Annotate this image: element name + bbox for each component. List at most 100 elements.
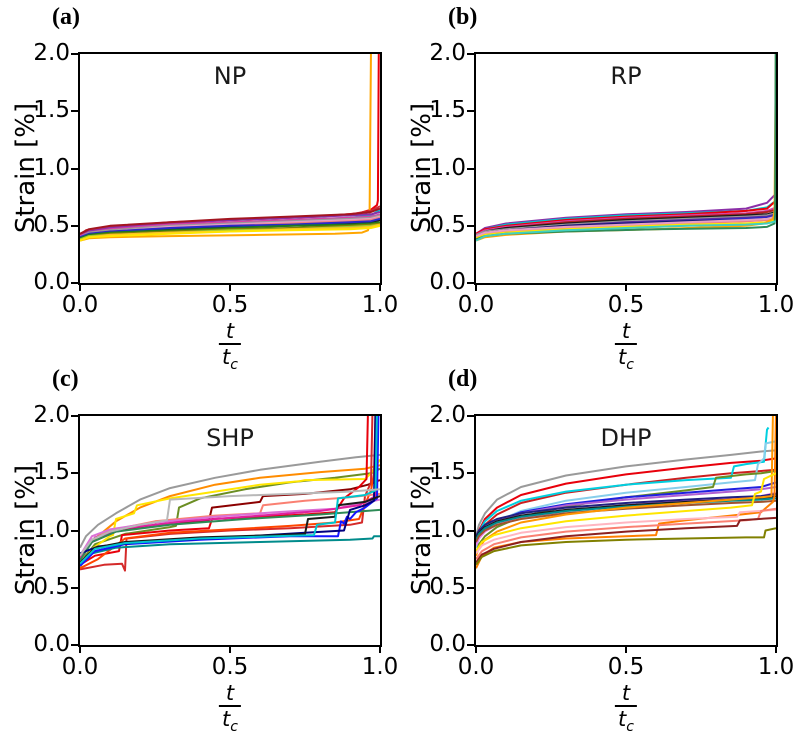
x-tick-label: 0.5: [211, 654, 249, 680]
panel-b: (b) Strain [%] RP 0.0 0.5 1.0 0.0 0.5 1.0 1.5 2…: [396, 0, 794, 373]
y-tick-mark: [71, 644, 78, 646]
strain-curve: [476, 206, 776, 236]
x-tick-mark: [625, 285, 627, 291]
x-axis-denominator-base: t: [618, 345, 627, 369]
x-axis-title: t tc: [218, 320, 242, 376]
x-tick-label: 0.0: [61, 292, 99, 318]
strain-curve: [80, 221, 380, 240]
y-tick-label: 2.0: [429, 40, 466, 66]
x-tick-mark: [79, 285, 81, 291]
x-tick-label: 1.0: [757, 654, 795, 680]
strain-curve: [476, 215, 776, 238]
x-axis-denominator-sub: c: [626, 719, 634, 736]
x-axis-title: t tc: [614, 682, 638, 738]
y-tick-label: 1.5: [33, 459, 70, 486]
strain-curve: [476, 472, 776, 552]
strain-curve: [476, 219, 776, 240]
x-axis-denominator-base: t: [222, 707, 231, 731]
strain-curve: [476, 497, 776, 541]
strain-curves-d: [476, 416, 776, 569]
strain-curve: [80, 224, 380, 242]
strain-curve: [476, 508, 776, 554]
x-axis-numerator: t: [614, 320, 638, 345]
strain-curve: [476, 199, 776, 235]
plot-area-c: SHP 0.0 0.5 1.0 0.0 0.5 1.0 1.5 2.0: [33, 402, 398, 680]
condition-label-rp: RP: [610, 62, 642, 90]
strain-curve: [476, 516, 776, 564]
x-tick-label: 0.0: [61, 654, 99, 680]
x-tick-label: 0.5: [211, 292, 249, 318]
strain-curves-b: [476, 54, 776, 242]
x-axis-numerator: t: [218, 682, 242, 707]
x-axis-title: t tc: [218, 682, 242, 738]
panel-letter-c: (c): [52, 366, 79, 392]
x-tick-mark: [79, 647, 81, 653]
strain-curve: [476, 449, 776, 537]
panel-d: (d) Strain [%] DHP 0.0 0.5 1.0 0.0 0.5 1.0 1.5…: [396, 362, 794, 735]
panel-letter-d: (d): [448, 366, 478, 392]
strain-curve: [80, 467, 380, 564]
y-tick-mark: [467, 586, 474, 589]
panel-letter-a: (a): [52, 4, 80, 30]
x-tick-label: 0.0: [457, 292, 495, 318]
strain-curve: [476, 220, 776, 242]
x-tick-mark: [625, 647, 627, 653]
x-tick-mark: [379, 285, 381, 291]
x-axis-denominator-sub: c: [230, 357, 238, 374]
x-tick-label: 0.5: [607, 292, 645, 318]
strain-curve: [476, 212, 776, 236]
x-axis-denominator: tc: [615, 345, 637, 376]
strain-curve: [80, 416, 380, 567]
y-tick-label: 0.5: [33, 211, 70, 238]
y-tick-mark: [71, 586, 78, 589]
y-tick-label: 2.0: [33, 402, 70, 428]
strain-curve: [80, 488, 380, 557]
y-tick-mark: [71, 167, 78, 170]
y-tick-label: 0.0: [429, 269, 466, 295]
y-tick-mark: [467, 167, 474, 170]
y-tick-mark: [467, 529, 474, 532]
x-tick-mark: [475, 285, 477, 291]
x-axis-denominator-base: t: [618, 707, 627, 731]
y-tick-label: 1.5: [429, 97, 466, 124]
strain-curves-c: [80, 416, 380, 572]
y-tick-label: 0.0: [33, 631, 70, 657]
y-tick-mark: [71, 472, 78, 475]
plot-area-d: DHP 0.0 0.5 1.0 0.0 0.5 1.0 1.5 2.0: [429, 402, 794, 680]
y-tick-mark: [467, 282, 474, 284]
x-axis-title: t tc: [614, 320, 638, 376]
y-tick-label: 0.0: [33, 269, 70, 295]
strain-curve: [476, 527, 776, 566]
y-tick-mark: [467, 110, 474, 113]
y-tick-mark: [71, 224, 78, 227]
y-tick-label: 1.0: [429, 516, 466, 543]
strain-curve: [476, 192, 776, 235]
x-tick-mark: [475, 647, 477, 653]
strain-curve: [80, 495, 380, 564]
x-axis-numerator: t: [218, 320, 242, 345]
plot-area-a: NP 0.0 0.5 1.0 0.0 0.5 1.0 1.5 2.0: [33, 40, 398, 318]
x-tick-mark: [379, 647, 381, 653]
y-tick-mark: [467, 224, 474, 227]
y-tick-mark: [467, 53, 474, 55]
panel-c: (c) Strain [%] SHP 0.0 0.5 1.0 0.0 0.5 1.0 1.5…: [0, 362, 398, 735]
x-axis-denominator-base: t: [222, 345, 231, 369]
x-axis-denominator-sub: c: [230, 719, 238, 736]
y-tick-label: 2.0: [429, 402, 466, 428]
y-tick-mark: [71, 110, 78, 113]
x-tick-label: 0.0: [457, 654, 495, 680]
condition-label-shp: SHP: [206, 424, 254, 452]
y-tick-label: 1.0: [33, 516, 70, 543]
strain-curves-a: [80, 54, 380, 242]
x-tick-mark: [229, 285, 231, 291]
strain-curve: [80, 217, 380, 239]
y-tick-mark: [71, 529, 78, 532]
x-tick-mark: [775, 285, 777, 291]
x-axis-numerator: t: [614, 682, 638, 707]
y-tick-mark: [71, 415, 78, 417]
strain-curve: [476, 216, 776, 239]
strain-curve: [80, 207, 380, 235]
strain-curve: [476, 492, 776, 537]
strain-curve: [80, 416, 378, 565]
